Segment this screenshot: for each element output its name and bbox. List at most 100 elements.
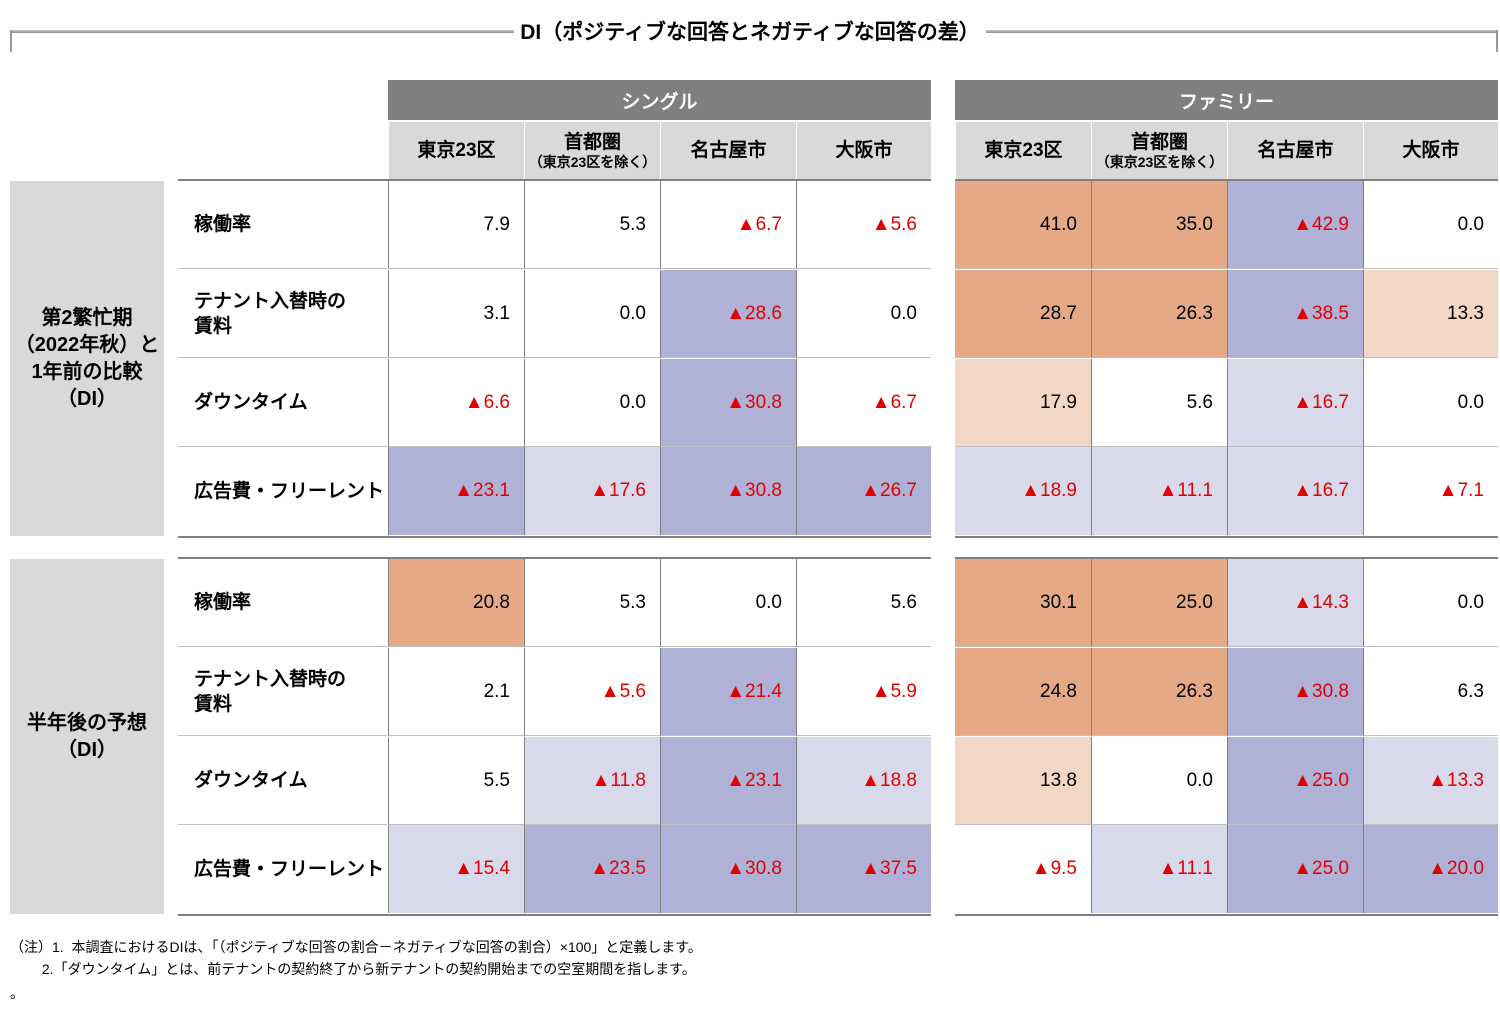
table-cell: 20.8	[388, 559, 524, 647]
column-header: 東京23区	[388, 122, 524, 179]
table-cell: 17.9	[955, 359, 1091, 447]
cell-value: 13.8	[1040, 769, 1077, 791]
cell-value: 6.7	[755, 213, 782, 235]
table-cell: ▲ 14.3	[1227, 559, 1363, 647]
row-label: テナント入替時の 賃料	[178, 648, 387, 736]
cell-value: 0.0	[1457, 591, 1484, 613]
cell-value: 15.4	[473, 858, 510, 879]
table-cell: ▲ 38.5	[1227, 270, 1363, 358]
negative-marker: ▲	[1031, 858, 1051, 879]
column-header: 名古屋市	[1227, 122, 1363, 179]
table-cell: ▲ 5.6	[796, 181, 931, 269]
cell-value: 30.8	[745, 391, 782, 413]
section-bottom-rule	[955, 536, 1498, 538]
section-bottom-rule	[178, 914, 931, 916]
cell-value: 0.0	[619, 391, 646, 413]
cell-value: 11.1	[1177, 858, 1213, 879]
table-cell: ▲ 30.8	[660, 447, 796, 535]
cell-value: 0.0	[890, 302, 917, 324]
negative-marker: ▲	[1293, 680, 1313, 702]
table-cell: ▲ 11.1	[1091, 447, 1227, 535]
cell-value: 5.6	[890, 213, 917, 235]
column-header: 名古屋市	[660, 122, 796, 179]
table-cell: ▲ 7.1	[1363, 447, 1498, 535]
table-cell: ▲ 18.8	[796, 737, 931, 825]
table-cell: 7.9	[388, 181, 524, 269]
cell-value: 14.3	[1312, 591, 1349, 613]
section-label: 半年後の予想 （DI）	[10, 559, 164, 914]
negative-marker: ▲	[861, 480, 881, 501]
cell-value: 0.0	[755, 591, 782, 613]
section-top-rule	[178, 557, 931, 559]
negative-marker: ▲	[1293, 591, 1313, 613]
row-label: 稼働率	[178, 559, 387, 647]
row-label: テナント入替時の 賃料	[178, 270, 387, 358]
cell-value: 13.3	[1447, 302, 1484, 324]
negative-marker: ▲	[1428, 769, 1448, 791]
cell-value: 5.6	[619, 680, 646, 702]
cell-value: 7.9	[483, 213, 510, 235]
cell-value: 6.6	[483, 391, 510, 413]
column-header: 首都圏 （東京23区を除く）	[524, 122, 660, 179]
table-cell: 0.0	[660, 559, 796, 647]
column-header: 大阪市	[1363, 122, 1498, 179]
cell-value: 25.0	[1176, 591, 1213, 613]
column-header-sublabel: （東京23区を除く）	[1095, 153, 1224, 170]
table-cell: ▲ 23.5	[524, 825, 660, 913]
negative-marker: ▲	[454, 858, 474, 879]
section-top-rule	[955, 179, 1498, 181]
negative-marker: ▲	[726, 480, 746, 501]
title-frame-left	[10, 30, 12, 52]
table-cell: ▲ 21.4	[660, 648, 796, 736]
cell-value: 26.3	[1176, 302, 1213, 324]
section-bottom-rule	[178, 536, 931, 538]
cell-value: 17.6	[609, 480, 646, 501]
negative-marker: ▲	[1021, 480, 1041, 501]
cell-value: 42.9	[1312, 213, 1349, 235]
cell-value: 18.9	[1040, 480, 1077, 501]
cell-value: 23.1	[473, 480, 510, 501]
cell-value: 18.8	[880, 769, 917, 791]
column-header-label: 東京23区	[417, 139, 496, 161]
negative-marker: ▲	[600, 680, 620, 702]
column-header-label: 首都圏	[563, 131, 621, 153]
cell-value: 25.0	[1312, 769, 1349, 791]
cell-value: 35.0	[1176, 213, 1213, 235]
cell-value: 21.4	[745, 680, 782, 702]
cell-value: 0.0	[1457, 391, 1484, 413]
negative-marker: ▲	[1293, 769, 1313, 791]
negative-marker: ▲	[1293, 480, 1313, 501]
negative-marker: ▲	[871, 213, 891, 235]
negative-marker: ▲	[454, 480, 474, 501]
negative-marker: ▲	[861, 769, 881, 791]
table-cell: ▲ 25.0	[1227, 825, 1363, 913]
cell-value: 0.0	[619, 302, 646, 324]
table-cell: ▲ 11.8	[524, 737, 660, 825]
table-cell: 41.0	[955, 181, 1091, 269]
table-cell: ▲ 28.6	[660, 270, 796, 358]
negative-marker: ▲	[726, 858, 746, 879]
group-header-family: ファミリー	[955, 80, 1498, 120]
negative-marker: ▲	[726, 769, 746, 791]
table-cell: 5.5	[388, 737, 524, 825]
footnote-2: 2.「ダウンタイム」とは、前テナントの契約終了から新テナントの契約開始までの空室…	[10, 961, 696, 977]
column-header-label: 首都圏	[1130, 131, 1188, 153]
negative-marker: ▲	[590, 480, 610, 501]
cell-value: 41.0	[1040, 213, 1077, 235]
cell-value: 11.1	[1177, 480, 1213, 501]
negative-marker: ▲	[591, 769, 611, 791]
cell-value: 0.0	[1186, 769, 1213, 791]
table-cell: 0.0	[524, 359, 660, 447]
title-frame-right	[1496, 30, 1498, 52]
column-header-label: 東京23区	[984, 139, 1063, 161]
table-cell: 0.0	[1363, 559, 1498, 647]
table-cell: ▲ 13.3	[1363, 737, 1498, 825]
table-cell: ▲ 6.6	[388, 359, 524, 447]
cell-value: 23.5	[609, 858, 646, 879]
cell-value: 20.8	[473, 591, 510, 613]
footnote-3: 。	[10, 985, 24, 1001]
negative-marker: ▲	[464, 391, 484, 413]
column-header-label: 大阪市	[835, 139, 893, 161]
column-header-label: 名古屋市	[690, 139, 767, 161]
table-cell: ▲ 16.7	[1227, 447, 1363, 535]
